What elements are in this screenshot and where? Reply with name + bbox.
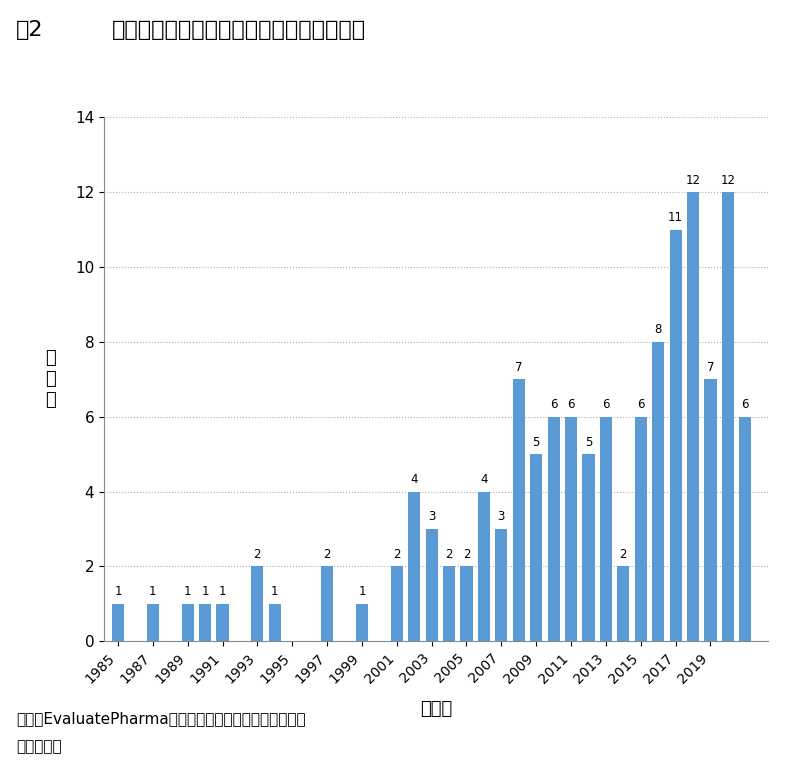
Bar [530, 454, 542, 641]
Bar [582, 454, 594, 641]
Text: 4: 4 [410, 473, 418, 486]
Text: 1: 1 [184, 585, 191, 598]
Bar [704, 379, 717, 641]
Bar [390, 566, 403, 641]
Bar [513, 379, 525, 641]
Bar [460, 566, 473, 641]
Bar [146, 604, 159, 641]
Text: 1: 1 [218, 585, 226, 598]
Bar [199, 604, 211, 641]
Bar [112, 604, 124, 641]
Text: 2: 2 [619, 547, 627, 561]
Text: 2: 2 [323, 547, 331, 561]
Text: 1: 1 [149, 585, 157, 598]
Text: 3: 3 [428, 511, 435, 523]
Text: 2: 2 [462, 547, 470, 561]
Bar [478, 492, 490, 641]
Text: 11: 11 [668, 211, 683, 224]
Text: 2: 2 [393, 547, 401, 561]
Text: 作成: 作成 [16, 739, 62, 754]
Bar [356, 604, 368, 641]
Text: 1: 1 [202, 585, 209, 598]
Bar [652, 342, 664, 641]
Bar [443, 566, 455, 641]
Text: 8: 8 [654, 323, 662, 336]
Text: 5: 5 [585, 436, 592, 449]
Text: 7: 7 [515, 361, 522, 374]
Text: 図2: 図2 [16, 20, 43, 40]
Bar [251, 566, 263, 641]
X-axis label: 上市年: 上市年 [420, 700, 452, 718]
Bar [739, 417, 751, 641]
Bar [565, 417, 577, 641]
Text: 2: 2 [254, 547, 261, 561]
Bar [634, 417, 647, 641]
Text: 1: 1 [271, 585, 278, 598]
Text: 3: 3 [498, 511, 505, 523]
Text: 1: 1 [114, 585, 122, 598]
Bar [321, 566, 333, 641]
Bar [269, 604, 281, 641]
Text: 6: 6 [550, 398, 558, 411]
Bar [600, 417, 612, 641]
Text: 2: 2 [446, 547, 453, 561]
Text: 6: 6 [742, 398, 749, 411]
Text: 出所：EvaluatePharmaに基づき医薬産業政策研究所にて: 出所：EvaluatePharmaに基づき医薬産業政策研究所にて [16, 712, 306, 726]
Text: 日本におけるバイオ医薬品上市数年次推移: 日本におけるバイオ医薬品上市数年次推移 [112, 20, 366, 40]
Text: 7: 7 [706, 361, 714, 374]
Bar [670, 230, 682, 641]
Text: 6: 6 [637, 398, 645, 411]
Bar [618, 566, 630, 641]
Text: 12: 12 [721, 174, 735, 187]
Text: 5: 5 [533, 436, 540, 449]
Bar [217, 604, 229, 641]
Bar [182, 604, 194, 641]
Bar [722, 192, 734, 641]
Bar [495, 529, 507, 641]
Bar [687, 192, 699, 641]
Text: 1: 1 [358, 585, 366, 598]
Text: 6: 6 [602, 398, 610, 411]
Text: 12: 12 [686, 174, 701, 187]
Text: 4: 4 [480, 473, 488, 486]
Text: 6: 6 [567, 398, 575, 411]
Y-axis label: 製
品
数: 製 品 数 [46, 350, 56, 409]
Bar [408, 492, 420, 641]
Bar [547, 417, 560, 641]
Bar [426, 529, 438, 641]
